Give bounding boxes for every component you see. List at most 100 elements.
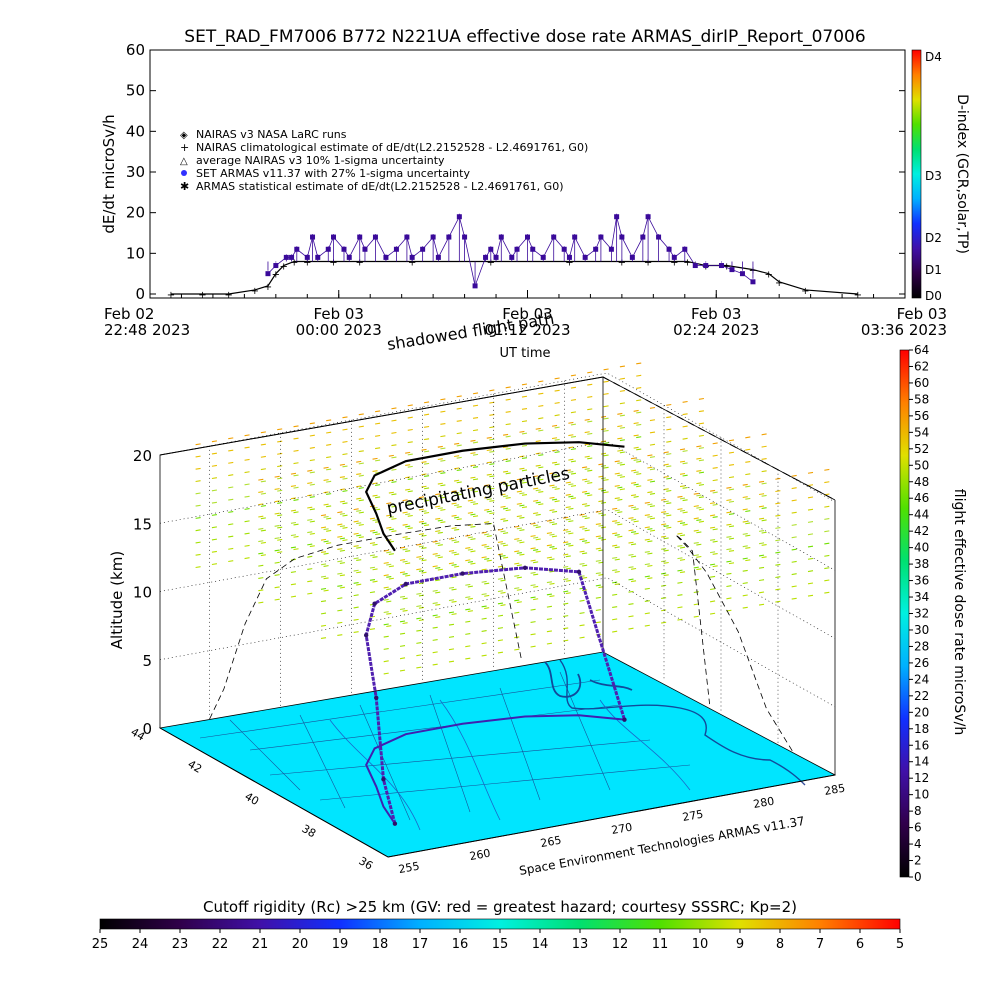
particle-mark [682,511,688,514]
particle-mark [698,483,705,486]
particle-mark [500,481,506,484]
particle-mark [649,480,656,483]
particle-mark [533,512,539,515]
particle-mark [418,606,425,609]
particle-mark [600,440,607,443]
particle-mark [579,612,585,614]
particle-mark [710,539,716,541]
particle-mark [244,471,250,474]
particle-mark [356,497,362,500]
particle-mark [582,466,588,469]
particle-mark [551,461,558,464]
top-y-tick-label: 40 [126,122,145,140]
particle-mark [451,502,457,505]
ground-track [365,714,625,825]
particle-mark [603,442,609,445]
particle-mark [647,564,653,567]
particle-mark [551,547,558,550]
particle-mark [603,491,609,494]
particle-mark [535,550,541,553]
latitude-tick-label: 36 [357,854,376,872]
particle-mark [568,483,574,486]
particle-mark [584,504,590,507]
particle-mark [791,536,797,539]
particle-mark [472,392,479,395]
particle-mark [807,508,814,511]
particle-mark [402,548,408,551]
particle-mark [375,484,381,486]
particle-mark [503,495,509,498]
particle-mark [568,495,574,498]
particle-mark [467,536,473,539]
top-x-tick-day: Feb 02 [104,305,154,323]
particle-mark [353,520,359,523]
particle-mark [448,648,455,651]
particle-mark [375,422,381,425]
particle-mark [497,614,504,617]
particle-mark [619,439,625,442]
particle-mark [693,517,699,520]
particle-mark [437,531,443,534]
particle-mark [628,553,634,556]
particle-mark [636,473,642,475]
particle-mark [505,496,511,499]
particle-mark [633,495,639,498]
particle-mark [584,455,590,458]
particle-mark [579,526,585,528]
particle-mark [337,609,343,612]
particle-mark [353,569,359,572]
particle-mark [337,511,343,514]
particle-mark [456,419,462,422]
particle-mark [533,499,539,502]
particle-mark [535,427,541,430]
particle-mark [546,593,552,596]
particle-mark [454,442,460,445]
particle-mark [326,456,332,459]
particle-mark [563,529,569,531]
particle-mark [481,568,487,571]
great-lakes [544,661,633,698]
particle-mark [484,508,490,511]
particle-mark [742,606,748,609]
nairas-point: + [764,270,772,281]
particle-mark [375,508,381,511]
particle-mark [582,576,588,579]
particle-mark [546,519,552,522]
particle-mark [399,632,406,635]
particle-mark [326,431,332,434]
particle-mark [595,596,601,599]
nairas-point: + [670,257,678,268]
particle-mark [554,414,560,417]
particle-mark [451,527,457,530]
particle-mark [326,542,332,545]
particle-mark [677,618,683,621]
particle-mark [353,508,359,511]
particle-mark [228,511,234,513]
particle-mark [372,543,378,546]
particle-mark [486,461,492,464]
particle-mark [679,497,686,500]
particle-mark [342,416,348,419]
colorbar-tick-label: 40 [914,541,929,555]
particle-mark [356,546,362,549]
particle-mark [603,393,609,395]
nairas-point: + [487,257,495,268]
particle-mark [290,472,297,475]
particle-mark [326,443,332,446]
particle-mark [309,520,315,523]
particle-mark [565,493,571,496]
particle-mark [761,470,767,473]
particle-mark [587,420,593,423]
particle-mark [535,464,541,467]
particle-mark [682,462,688,465]
particle-mark [628,504,634,507]
particle-mark [728,488,735,491]
particle-mark [649,529,656,532]
particle-mark [521,444,528,447]
particle-mark [521,481,528,484]
particle-mark [775,600,781,603]
dindex-tick-d2: D2 [925,231,942,245]
particle-mark [549,472,555,475]
particle-mark [277,551,283,554]
particle-mark [437,519,443,522]
